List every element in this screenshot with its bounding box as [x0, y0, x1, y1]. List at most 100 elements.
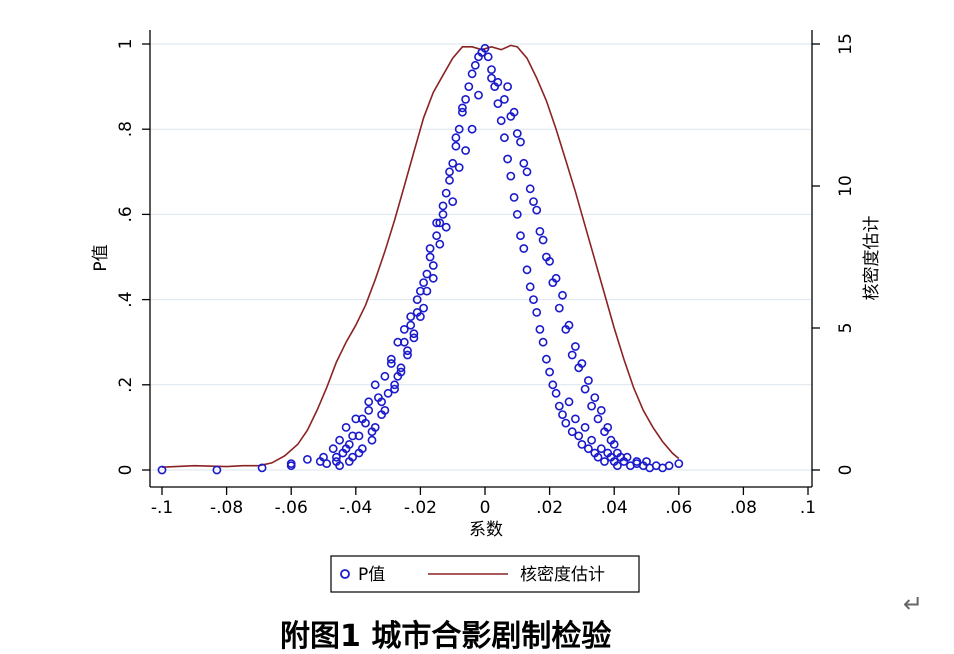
y-tick-label: 1	[116, 39, 136, 50]
scatter-point	[348, 431, 357, 441]
scatter-point	[487, 65, 496, 74]
scatter-point	[370, 380, 380, 390]
scatter-point	[538, 337, 548, 347]
scatter-point	[584, 376, 593, 385]
scatter-point	[499, 95, 509, 104]
scatter-point	[438, 201, 448, 211]
scatter-point	[487, 73, 496, 83]
scatter-point	[454, 124, 464, 134]
scatter-point	[157, 465, 167, 475]
scatter-point	[603, 422, 613, 432]
scatter-point	[425, 244, 435, 253]
scatter-point	[564, 320, 574, 330]
scatter-point	[390, 384, 399, 394]
scatter-point	[616, 452, 626, 462]
y-tick-label: .6	[116, 206, 136, 222]
scatter-point	[257, 463, 267, 473]
scatter-point	[551, 388, 561, 398]
scatter-point	[503, 82, 512, 91]
scatter-point	[409, 329, 419, 339]
scatter-point	[522, 265, 532, 275]
scatter-point	[448, 158, 458, 168]
scatter-point	[587, 401, 596, 411]
x-tick-label: -.04	[339, 498, 372, 518]
scatter-point	[422, 269, 432, 279]
scatter-point	[467, 69, 477, 79]
scatter-point	[380, 405, 390, 415]
scatter-point	[571, 342, 580, 351]
scatter-point	[341, 422, 351, 432]
scatter-point	[383, 388, 393, 398]
scatter-point	[438, 209, 448, 219]
y-tick-label: .4	[116, 291, 136, 307]
figure-caption: 附图1 城市合影剧制检验	[280, 619, 612, 654]
scatter-point	[467, 124, 477, 134]
scatter-point	[335, 461, 344, 471]
scatter-point	[464, 82, 474, 91]
scatter-point	[674, 459, 684, 468]
scatter-point	[322, 459, 332, 468]
scatter-point	[590, 393, 600, 402]
scatter-point	[441, 222, 451, 232]
scatter-point	[535, 324, 545, 334]
scatter-point	[580, 384, 590, 394]
legend-label-pvalue: P值	[358, 565, 385, 585]
scatter-point	[441, 188, 451, 198]
scatter-point	[587, 435, 596, 445]
y2-tick-label: 10	[836, 175, 856, 197]
y2-tick-label: 15	[836, 33, 856, 55]
y-tick-label: .8	[116, 121, 136, 137]
scatter-point	[506, 112, 516, 121]
scatter-point	[642, 457, 651, 466]
scatter-point	[571, 414, 580, 424]
scatter-point	[561, 418, 571, 428]
scatter-point	[425, 252, 435, 262]
x-tick-label: -.1	[151, 498, 173, 518]
scatter-point	[428, 261, 438, 270]
x-tick-label: -.06	[275, 498, 308, 518]
scatter-point	[454, 163, 464, 172]
scatter-point	[480, 43, 490, 53]
scatter-point	[532, 205, 542, 215]
scatter-point	[593, 452, 603, 462]
scatter-point	[328, 444, 338, 454]
scatter-point	[593, 414, 603, 424]
scatter-point	[584, 444, 593, 454]
scatter-point	[558, 410, 567, 419]
scatter-point	[525, 282, 535, 292]
scatter-point	[483, 52, 493, 62]
x-axis-title: 系数	[469, 520, 503, 540]
scatter-point	[428, 273, 438, 283]
scatter-series	[157, 43, 684, 475]
scatter-point	[461, 146, 470, 155]
scatter-point	[386, 354, 396, 364]
scatter-point	[409, 333, 419, 343]
density-line	[161, 44, 680, 468]
scatter-point	[542, 354, 551, 364]
scatter-point	[419, 303, 428, 313]
scatter-point	[432, 218, 441, 228]
scatter-point	[470, 60, 480, 70]
scatter-point	[493, 99, 503, 108]
scatter-point	[302, 454, 312, 464]
scatter-point	[499, 133, 509, 143]
y2-tick-label: 5	[836, 323, 856, 334]
y2-axis-title: 核密度估计	[862, 216, 882, 301]
scatter-point	[448, 197, 458, 206]
scatter-point	[506, 171, 516, 181]
scatter-point	[357, 414, 367, 424]
scatter-point	[335, 435, 344, 445]
scatter-point	[364, 397, 374, 407]
scatter-point	[396, 367, 406, 377]
legend: P值 核密度估计	[330, 555, 640, 593]
scatter-point	[551, 273, 561, 283]
scatter-point	[419, 278, 428, 287]
scatter-point	[286, 459, 296, 468]
axes	[149, 30, 813, 488]
scatter-point	[412, 295, 422, 304]
scatter-point	[377, 397, 386, 407]
y-tick-label: 0	[116, 465, 136, 476]
scatter-point	[457, 107, 467, 117]
